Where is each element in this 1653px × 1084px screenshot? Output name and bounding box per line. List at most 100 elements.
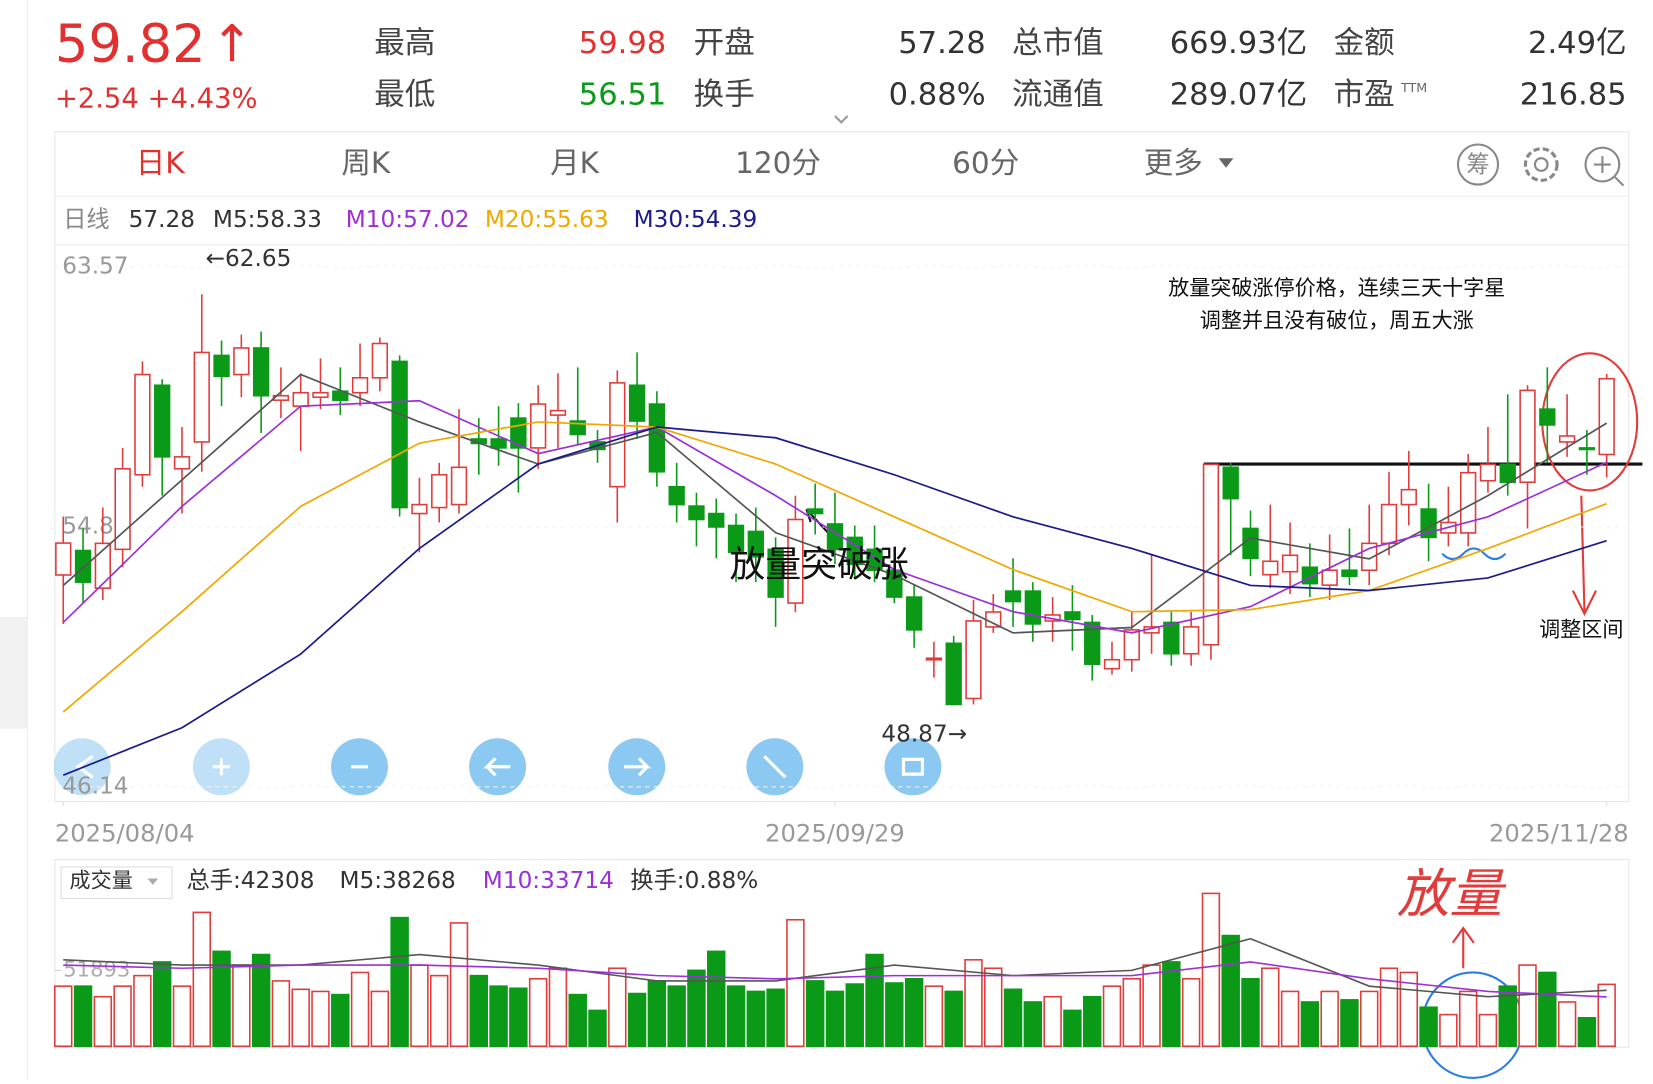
volume-bar [1518, 964, 1537, 1048]
stat-superscript: TTM [1400, 80, 1427, 95]
candle-body [688, 505, 705, 521]
candle-body [529, 403, 547, 449]
candle-body [1024, 590, 1042, 625]
stat-label: 最高 [374, 26, 435, 61]
volume-bar [410, 964, 429, 1048]
candle-body [74, 549, 92, 583]
stat-value: 2.49亿 [1528, 26, 1627, 61]
volume-bar [885, 982, 904, 1048]
volume-bar [271, 980, 291, 1048]
price-arrow: ↑ [211, 14, 253, 73]
volume-bar [1082, 995, 1102, 1048]
volume-bar [964, 959, 983, 1048]
volume-bar [1419, 1006, 1438, 1048]
drawn-squiggle [1441, 547, 1507, 561]
candle-body [846, 536, 863, 566]
volume-ma-line [63, 937, 1607, 998]
volume-bar [805, 980, 825, 1048]
volume-bar [1478, 1013, 1498, 1048]
annotation: 放量突破涨停价格，连续三天十字星 [1168, 275, 1505, 300]
volume-bar [1280, 990, 1300, 1048]
side-tab[interactable] [0, 616, 28, 729]
volume-bar [1162, 961, 1181, 1048]
annotation: 48.87→ [881, 721, 967, 748]
candle-body [945, 642, 962, 706]
candle-body [549, 409, 567, 416]
candle-body [925, 657, 943, 661]
candle-body [351, 377, 369, 394]
volume-bar [1142, 964, 1161, 1048]
stat-value: 289.07亿 [1170, 77, 1307, 112]
stat-label: 总市值 [1012, 26, 1104, 61]
stat-value: 216.85 [1520, 77, 1627, 112]
control-button[interactable] [884, 738, 942, 796]
volume-bar [568, 993, 587, 1048]
volume-selector[interactable] [60, 866, 173, 900]
expand-icon[interactable] [834, 115, 849, 124]
volume-bar [746, 990, 766, 1048]
volume-bar [291, 988, 310, 1048]
candle-body [391, 360, 408, 509]
dropdown-icon[interactable] [1218, 158, 1234, 168]
candle-body [55, 542, 72, 576]
tab[interactable]: 日K [136, 146, 186, 180]
volume-bar [1023, 1001, 1043, 1048]
y-tick-label: 46.14 [62, 772, 128, 799]
x-tick-label: 2025/08/04 [55, 818, 195, 847]
candle-body [1222, 466, 1239, 500]
volume-bar [133, 974, 152, 1048]
volume-ma-line [63, 961, 1607, 998]
volume-bar [489, 985, 508, 1048]
volume-bar [449, 922, 469, 1048]
candle-body [1499, 463, 1516, 484]
volume-bar [1597, 983, 1616, 1048]
volume-bar [627, 992, 647, 1048]
volume-bar [707, 950, 726, 1048]
candle-body [1064, 611, 1081, 621]
legend-item: M10:57.02 [346, 206, 470, 233]
volume-bar [924, 985, 944, 1048]
tab[interactable]: 月K [550, 146, 600, 180]
candle-body [965, 620, 982, 700]
chart-panel [54, 131, 1630, 803]
tab[interactable]: 60分 [952, 146, 1019, 180]
candle-body [1084, 621, 1101, 665]
candle-body [1578, 447, 1596, 451]
volume-bar [667, 985, 686, 1048]
candle-body [1598, 377, 1615, 456]
zoom-icon[interactable] [1584, 146, 1625, 187]
candle-body [807, 508, 824, 515]
candle-body [411, 503, 428, 515]
tab[interactable]: 周K [341, 146, 391, 180]
settings-icon[interactable] [1523, 147, 1559, 182]
drawn-arrow [1451, 926, 1475, 969]
candle-body [1242, 527, 1259, 560]
candle-body [648, 403, 666, 473]
dropdown-icon[interactable] [147, 878, 159, 885]
stat-label: 市盈 [1334, 77, 1395, 112]
candle-body [985, 611, 1002, 628]
stat-label: 金额 [1334, 26, 1395, 61]
volume-bar [54, 985, 73, 1048]
volume-bar [429, 974, 449, 1048]
volume-bar [390, 916, 409, 1048]
volume-bar [548, 967, 568, 1048]
annotation: ←62.65 [206, 245, 292, 272]
annotation: 调整并且没有破位，周五大涨 [1200, 308, 1474, 333]
volume-bar [509, 987, 528, 1048]
candle-body [905, 596, 923, 631]
volume-bar [1122, 978, 1142, 1048]
tab[interactable]: 更多 [1144, 146, 1203, 180]
chip-icon-label: 筹 [1466, 151, 1489, 178]
chip-icon[interactable] [1456, 143, 1500, 186]
candle-body [767, 548, 784, 598]
candle-body [154, 384, 171, 458]
tab[interactable]: 120分 [735, 146, 821, 180]
candle-body [1262, 560, 1279, 576]
legend-item: 日线 [63, 206, 109, 233]
volume-bar [192, 911, 211, 1048]
volume-bar [469, 974, 489, 1048]
legend-item: 成交量 [70, 868, 133, 893]
